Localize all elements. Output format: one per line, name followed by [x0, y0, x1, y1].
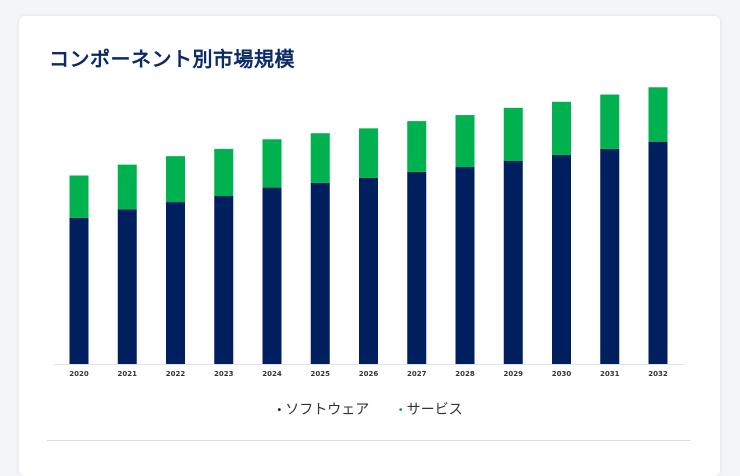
- x-tick-label-2020: 2020: [69, 370, 89, 378]
- bar-software-2020[interactable]: [69, 217, 89, 364]
- bar-software-2028[interactable]: [455, 167, 475, 364]
- bar-services-2029[interactable]: [503, 107, 523, 161]
- bar-services-2024[interactable]: [262, 139, 282, 188]
- bar-services-2022[interactable]: [166, 156, 185, 203]
- x-tick-label-2022: 2022: [166, 370, 186, 378]
- bar-software-2032[interactable]: [648, 141, 668, 364]
- bar-services-2023[interactable]: [214, 148, 234, 197]
- x-tick-label-2021: 2021: [118, 370, 138, 378]
- x-tick-label-2030: 2030: [552, 370, 572, 378]
- legend-label-software: ソフトウェア: [285, 402, 370, 418]
- bar-services-2020[interactable]: [69, 175, 89, 218]
- bar-software-2021[interactable]: [117, 209, 137, 364]
- bar-software-2022[interactable]: [166, 202, 185, 364]
- legend-label-services: サービス: [406, 402, 463, 418]
- bar-services-2025[interactable]: [310, 133, 330, 183]
- x-tick-label-2032: 2032: [648, 370, 668, 378]
- divider: [47, 440, 691, 441]
- bar-services-2030[interactable]: [552, 101, 571, 155]
- bar-software-2023[interactable]: [214, 196, 234, 364]
- bar-software-2031[interactable]: [600, 148, 620, 364]
- bar-software-2026[interactable]: [359, 177, 378, 364]
- x-tick-label-2027: 2027: [407, 370, 427, 378]
- bar-services-2021[interactable]: [117, 164, 137, 210]
- legend-dot-services: •: [397, 404, 404, 416]
- bar-services-2032[interactable]: [648, 87, 668, 142]
- x-tick-label-2024: 2024: [262, 370, 282, 378]
- bar-chart: 2020 2021 2022 2023 2024 2025 2026 2027 2028 2029…: [54, 87, 684, 378]
- bar-software-2030[interactable]: [552, 154, 571, 364]
- legend-dot-software: •: [276, 404, 283, 416]
- x-tick-label-2026: 2026: [359, 370, 379, 378]
- bar-software-2027[interactable]: [407, 171, 427, 365]
- x-tick-label-2031: 2031: [600, 370, 620, 378]
- bar-software-2025[interactable]: [310, 182, 330, 364]
- legend-item-software[interactable]: • ソフトウェア: [276, 399, 369, 419]
- bar-services-2028[interactable]: [455, 115, 475, 168]
- bar-software-2029[interactable]: [503, 161, 523, 364]
- bar-services-2027[interactable]: [407, 121, 427, 172]
- x-tick-label-2028: 2028: [455, 370, 475, 378]
- bar-software-2024[interactable]: [262, 187, 282, 364]
- bar-services-2031[interactable]: [600, 94, 620, 149]
- chart-title: コンポーネント別市場規模: [49, 47, 295, 71]
- chart-card: コンポーネント別市場規模 2020 2021 2022 2023 2024 2025 202…: [19, 16, 720, 476]
- legend: • ソフトウェア • サービス: [19, 399, 720, 419]
- x-tick-label-2029: 2029: [504, 370, 524, 378]
- bar-services-2026[interactable]: [359, 128, 378, 178]
- x-tick-label-2025: 2025: [311, 370, 331, 378]
- legend-item-services[interactable]: • サービス: [398, 399, 463, 419]
- x-tick-label-2023: 2023: [214, 370, 234, 378]
